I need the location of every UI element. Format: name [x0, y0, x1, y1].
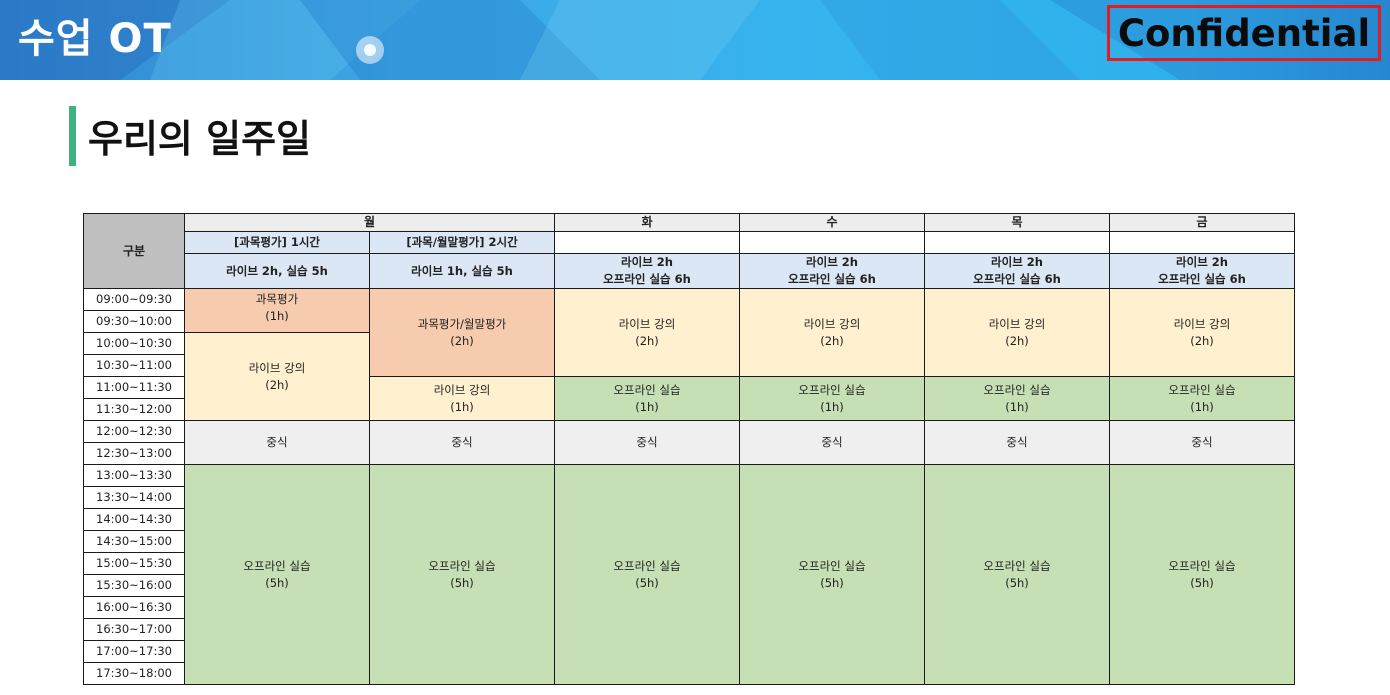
time-slot: 13:00~13:30 [83, 464, 185, 487]
weekly-schedule-table: 구분 월 화 수 목 금 [과목평가] 1시간 [과목/월말평가] 2시간 라이… [83, 213, 1295, 685]
time-slot: 11:30~12:00 [83, 398, 185, 421]
mon-col2-subheader: [과목/월말평가] 2시간 [369, 231, 555, 254]
wed-lunch-block: 중식 [739, 420, 925, 465]
blank-cell [1109, 231, 1295, 254]
time-slot: 10:00~10:30 [83, 332, 185, 355]
blank-cell [554, 231, 740, 254]
time-slot: 11:00~11:30 [83, 376, 185, 399]
mon2-lunch-block: 중식 [369, 420, 555, 465]
tue-summary: 라이브 2h 오프라인 실습 6h [554, 253, 740, 289]
time-slot: 09:00~09:30 [83, 288, 185, 311]
thu-offline-practice-block: 오프라인 실습 (1h) [924, 376, 1110, 421]
day-header-mon: 월 [184, 213, 555, 232]
fri-afternoon-practice-block: 오프라인 실습 (5h) [1109, 464, 1295, 685]
thu-summary: 라이브 2h 오프라인 실습 6h [924, 253, 1110, 289]
mon-col1-summary: 라이브 2h, 실습 5h [184, 253, 370, 289]
wed-afternoon-practice-block: 오프라인 실습 (5h) [739, 464, 925, 685]
fri-summary: 라이브 2h 오프라인 실습 6h [1109, 253, 1295, 289]
time-slot: 12:00~12:30 [83, 420, 185, 443]
mon-offline-practice-block: 오프라인 실습 (5h) [184, 464, 370, 685]
wed-offline-practice-block: 오프라인 실습 (1h) [739, 376, 925, 421]
heading-accent-bar [69, 106, 76, 166]
mon-monthly-eval-block: 과목평가/월말평가 (2h) [369, 288, 555, 377]
tue-afternoon-practice-block: 오프라인 실습 (5h) [554, 464, 740, 685]
time-slot: 14:00~14:30 [83, 508, 185, 531]
corner-header: 구분 [83, 213, 185, 289]
tue-offline-practice-block: 오프라인 실습 (1h) [554, 376, 740, 421]
time-slot: 17:30~18:00 [83, 662, 185, 685]
fri-lunch-block: 중식 [1109, 420, 1295, 465]
thu-afternoon-practice-block: 오프라인 실습 (5h) [924, 464, 1110, 685]
tue-lunch-block: 중식 [554, 420, 740, 465]
day-header-thu: 목 [924, 213, 1110, 232]
thu-live-lecture-block: 라이브 강의 (2h) [924, 288, 1110, 377]
time-slot: 13:30~14:00 [83, 486, 185, 509]
fri-offline-practice-block: 오프라인 실습 (1h) [1109, 376, 1295, 421]
mon-subject-eval-block: 과목평가 (1h) [184, 288, 370, 333]
page-title: 우리의 일주일 [88, 117, 311, 161]
mon-col1-subheader: [과목평가] 1시간 [184, 231, 370, 254]
time-slot: 12:30~13:00 [83, 442, 185, 465]
wed-live-lecture-block: 라이브 강의 (2h) [739, 288, 925, 377]
day-header-tue: 화 [554, 213, 740, 232]
day-header-wed: 수 [739, 213, 925, 232]
banner-background [0, 0, 1390, 80]
banner-title: 수업 OT [18, 16, 172, 62]
confidential-label: Confidential [1107, 5, 1381, 61]
mon-col2-summary: 라이브 1h, 실습 5h [369, 253, 555, 289]
time-slot: 14:30~15:00 [83, 530, 185, 553]
mon2-live-lecture-block: 라이브 강의 (1h) [369, 376, 555, 421]
time-slot: 15:30~16:00 [83, 574, 185, 597]
header-banner: 수업 OT Confidential [0, 0, 1390, 80]
time-slot: 17:00~17:30 [83, 640, 185, 663]
time-slot: 16:30~17:00 [83, 618, 185, 641]
blank-cell [739, 231, 925, 254]
day-header-fri: 금 [1109, 213, 1295, 232]
time-slot: 16:00~16:30 [83, 596, 185, 619]
time-slot: 09:30~10:00 [83, 310, 185, 333]
time-slot: 10:30~11:00 [83, 354, 185, 377]
mon-live-lecture-block: 라이브 강의 (2h) [184, 332, 370, 421]
thu-lunch-block: 중식 [924, 420, 1110, 465]
mon2-offline-practice-block: 오프라인 실습 (5h) [369, 464, 555, 685]
fri-live-lecture-block: 라이브 강의 (2h) [1109, 288, 1295, 377]
time-slot: 15:00~15:30 [83, 552, 185, 575]
mon-lunch-block: 중식 [184, 420, 370, 465]
blank-cell [924, 231, 1110, 254]
wed-summary: 라이브 2h 오프라인 실습 6h [739, 253, 925, 289]
tue-live-lecture-block: 라이브 강의 (2h) [554, 288, 740, 377]
